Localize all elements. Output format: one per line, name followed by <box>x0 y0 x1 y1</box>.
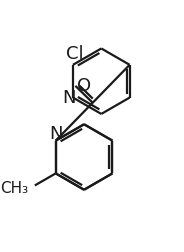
Text: O: O <box>77 77 91 95</box>
Text: N: N <box>49 125 62 143</box>
Text: N: N <box>63 88 76 107</box>
Text: CH₃: CH₃ <box>0 180 28 196</box>
Text: Cl: Cl <box>66 46 84 64</box>
